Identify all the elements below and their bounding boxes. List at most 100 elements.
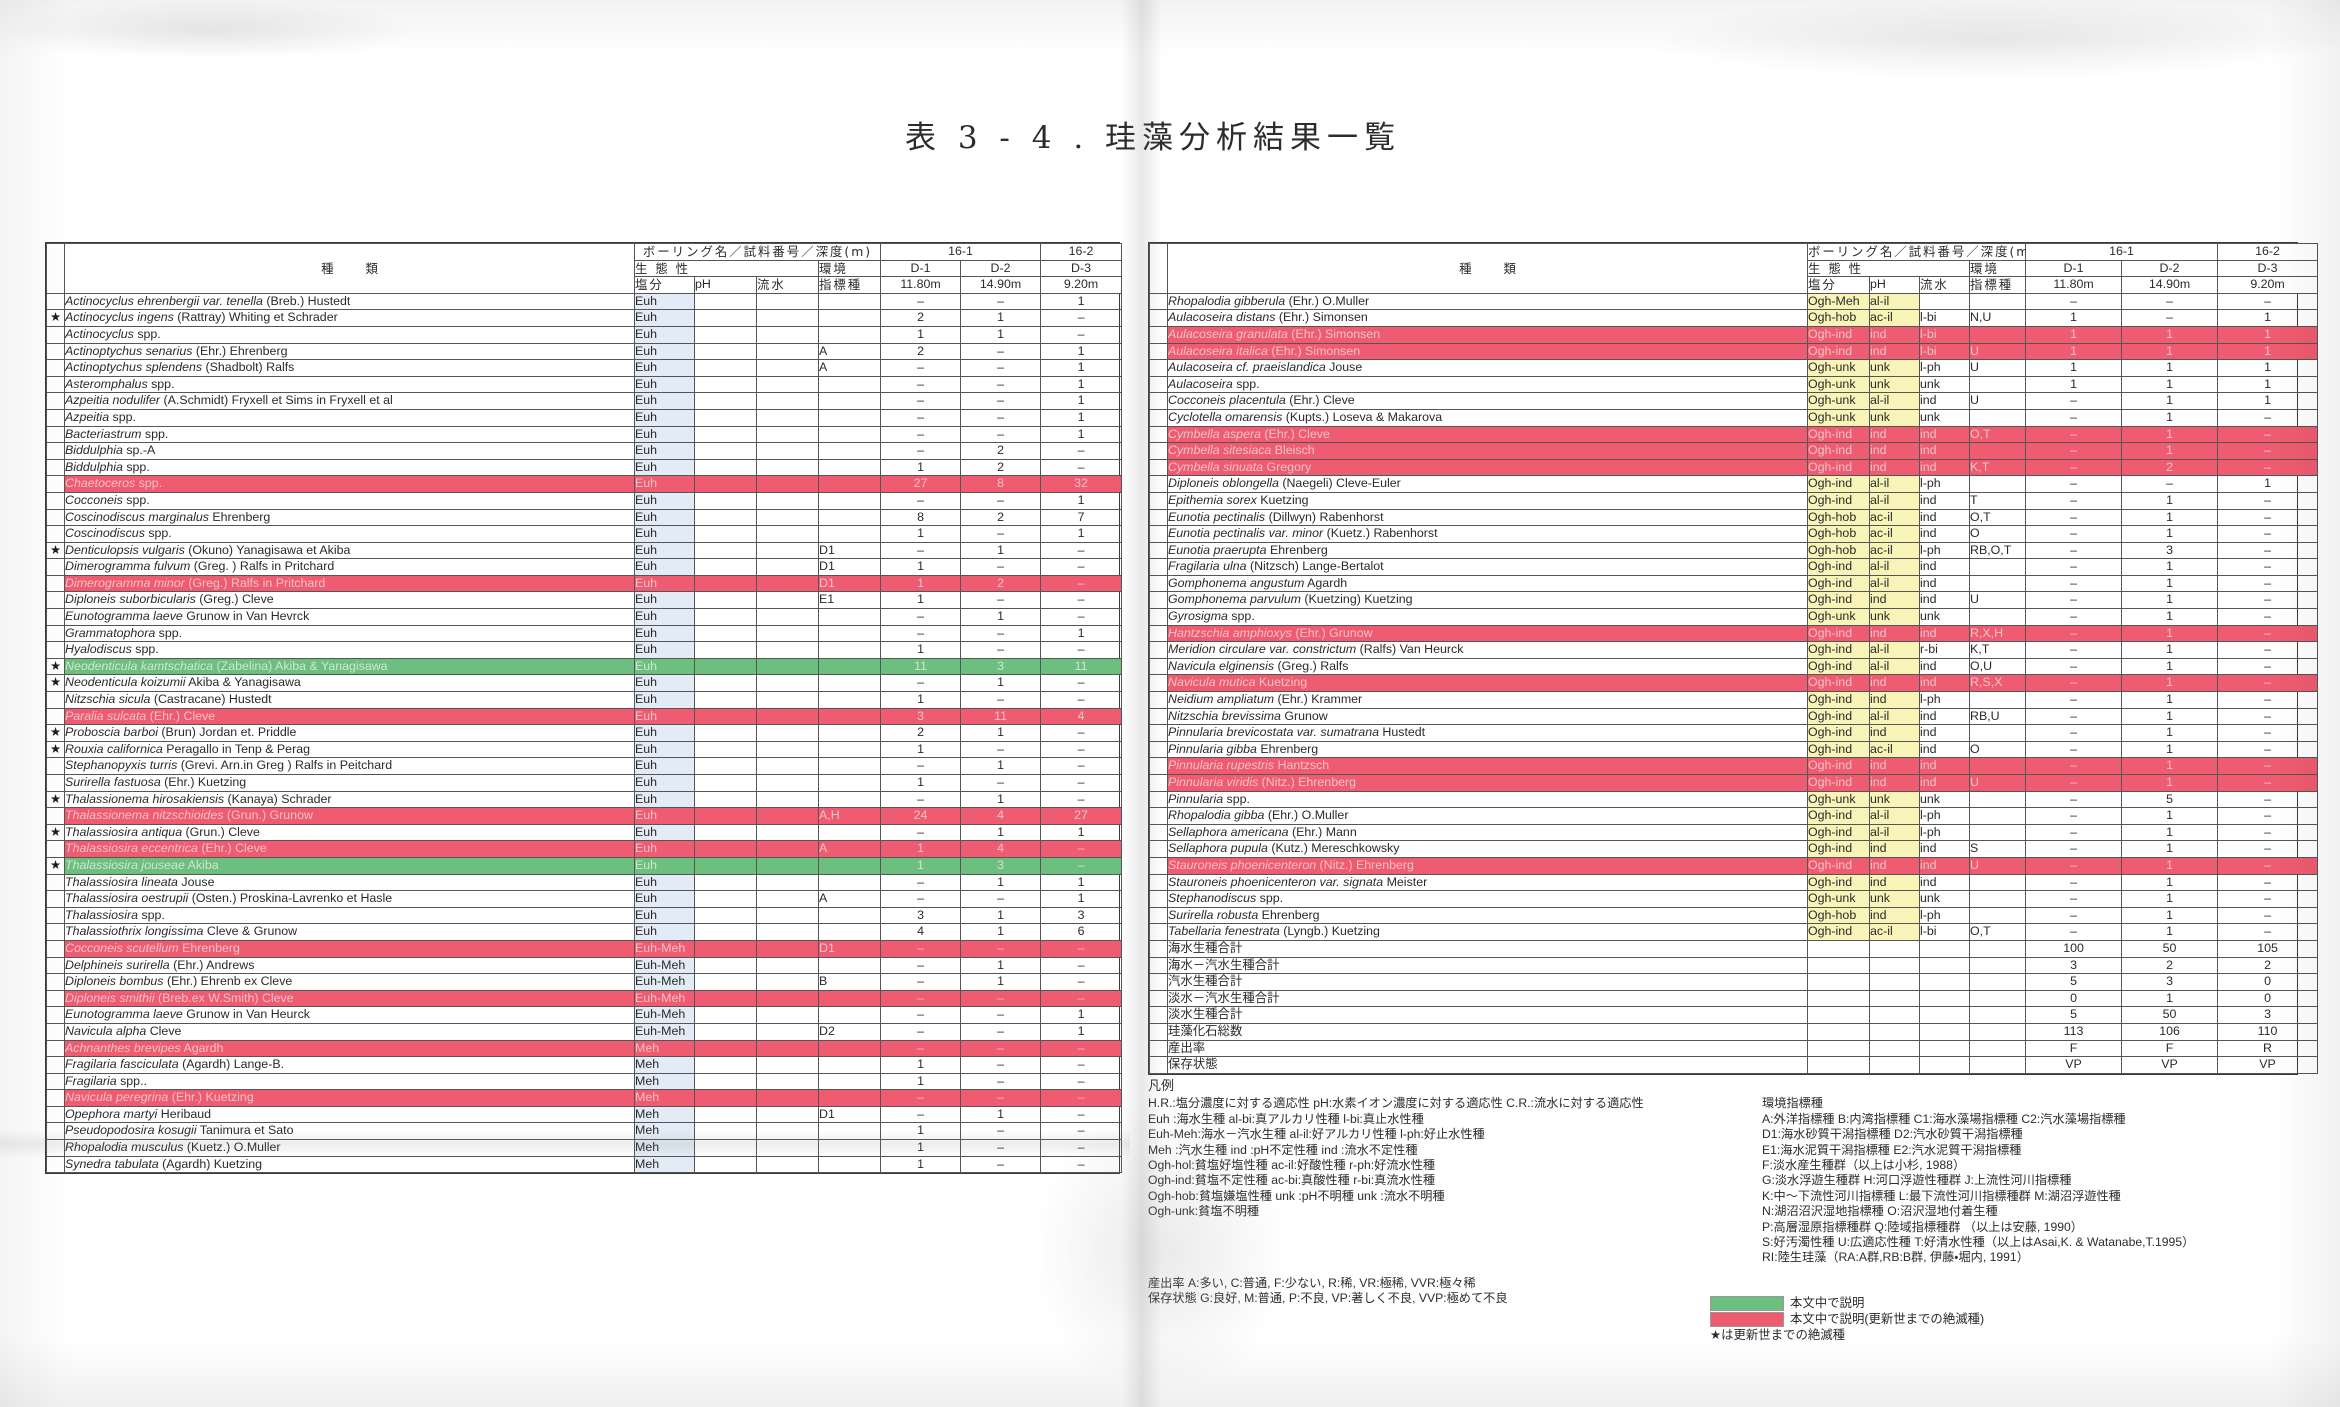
legend-environment-line: E1:海水泥質干潟指標種 E2:汽水泥質干潟指標種	[1762, 1142, 2022, 1157]
summary-blank	[1968, 973, 2027, 991]
salinity-cell: Euh	[634, 757, 695, 775]
count-cell: –	[880, 823, 962, 842]
table-row: ★ Denticulopsis vulgaris (Okuno) Yanagisa…	[46, 541, 1123, 560]
count-cell: –	[2217, 724, 2319, 742]
species-name-cell: Tabellaria fenestrata (Lyngb.) Kuetzing	[1167, 923, 1808, 941]
ph-cell	[694, 740, 757, 759]
ph-cell: unk	[1869, 359, 1920, 377]
table-row: Hyalodiscus spp. Euh 1– –	[46, 641, 1123, 659]
count-cell: –	[1040, 591, 1123, 610]
count-cell: –	[2217, 458, 2319, 477]
ph-cell	[694, 541, 757, 560]
count-cell: 1	[960, 724, 1042, 742]
flow-cell: l-ph	[1919, 823, 1970, 842]
left-diatom-table: 種 類 ボーリング名／試料番号／深度(m) 16-1 16-2 生 態 性 環境…	[45, 242, 1123, 1175]
legend-ecology-line: Ogh-hob:貧塩嫌塩性種 unk :pH不明種 unk :流水不明種	[1148, 1188, 1445, 1203]
salinity-cell: Euh	[634, 823, 695, 842]
count-cell: –	[880, 1105, 962, 1124]
extinct-star-marker	[1149, 309, 1168, 327]
table-row: Diploneis oblongella (Naegeli) Cleve-Eul…	[1149, 475, 2319, 493]
flow-cell	[756, 491, 819, 510]
ph-cell: ac-il	[1869, 309, 1920, 327]
count-cell: –	[1040, 309, 1123, 327]
count-cell: –	[880, 608, 962, 626]
species-name-cell: Gomphonema parvulum (Kuetzing) Kuetzing	[1167, 591, 1808, 610]
species-name-cell: Delphineis surirella (Ehr.) Andrews	[64, 956, 635, 975]
salinity-cell: Euh	[634, 608, 695, 626]
ph-cell	[694, 724, 757, 742]
species-name-cell: Rhopalodia gibberula (Ehr.) O.Muller	[1167, 292, 1808, 311]
salinity-cell: Ogh-unk	[1807, 359, 1870, 377]
count-cell: 1	[880, 525, 962, 543]
salinity-cell: Ogh-ind	[1807, 657, 1870, 676]
ph-cell	[694, 475, 757, 493]
ph-cell	[694, 375, 757, 394]
salinity-cell: Euh	[634, 425, 695, 444]
summary-blank	[1919, 973, 1970, 991]
count-cell: –	[960, 558, 1042, 576]
salinity-cell: Euh	[634, 707, 695, 726]
extinct-star-marker	[46, 890, 65, 908]
environment-indicator-cell	[817, 1089, 882, 1107]
flow-cell	[756, 1056, 819, 1074]
summary-value: 0	[2217, 973, 2319, 991]
summary-blank	[1807, 1006, 1870, 1024]
salinity-cell: Euh	[634, 740, 695, 759]
count-cell: 3	[1040, 906, 1123, 925]
ph-cell	[694, 1155, 757, 1174]
ph-cell: al-il	[1869, 807, 1920, 825]
flow-cell	[756, 823, 819, 842]
count-cell: 1	[2121, 574, 2219, 593]
table-row: Delphineis surirella (Ehr.) Andrews Euh-M…	[46, 956, 1123, 975]
count-cell: –	[2121, 309, 2219, 327]
count-cell: –	[2217, 292, 2319, 311]
salinity-cell: Euh-Meh	[634, 973, 695, 991]
summary-value: 0	[2025, 989, 2123, 1008]
summary-blank	[1919, 1056, 1970, 1074]
environment-indicator-cell: O,U	[1968, 657, 2027, 676]
count-cell: 1	[2121, 774, 2219, 792]
ph-cell	[694, 1139, 757, 1157]
flow-cell	[756, 807, 819, 825]
count-cell: –	[1040, 856, 1123, 875]
species-name-cell: Cocconeis spp.	[64, 491, 635, 510]
count-cell: 1	[2025, 375, 2123, 394]
extinct-star-marker	[1149, 442, 1168, 460]
count-cell: –	[2025, 624, 2123, 643]
count-cell: 11	[880, 657, 962, 676]
extinct-star-marker	[46, 956, 65, 975]
ph-cell: ind	[1869, 624, 1920, 643]
count-cell: –	[880, 873, 962, 892]
summary-label: 淡水－汽水生種合計	[1167, 989, 1808, 1008]
species-name-cell: Navicula peregrina (Ehr.) Kuetzing	[64, 1089, 635, 1107]
species-name-cell: Actinoptychus senarius (Ehr.) Ehrenberg	[64, 342, 635, 361]
count-cell: 1	[960, 790, 1042, 809]
table-row: Achnanthes brevipes Agardh Meh – – –	[46, 1039, 1123, 1058]
flow-cell	[756, 458, 819, 477]
count-cell: –	[1040, 691, 1123, 709]
flow-cell	[756, 757, 819, 775]
count-cell: –	[960, 740, 1042, 759]
salinity-cell: Ogh-ind	[1807, 342, 1870, 361]
summary-row: 海水生種合計 100 50 105	[1149, 939, 2319, 958]
salinity-cell: Euh	[634, 724, 695, 742]
count-cell: 5	[2121, 790, 2219, 809]
summary-blank	[1807, 1022, 1870, 1041]
environment-indicator-cell: U	[1968, 774, 2027, 792]
species-name-cell: Dimerogramma fulvum (Greg. ) Ralfs in Pr…	[64, 558, 635, 576]
count-cell: 2	[880, 724, 962, 742]
summary-blank	[1968, 956, 2027, 975]
header-sample-d1: D-1	[880, 259, 962, 278]
extinct-star-marker	[46, 807, 65, 825]
extinct-star-marker	[46, 375, 65, 394]
count-cell: 1	[880, 1139, 962, 1157]
flow-cell: l-ph	[1919, 807, 1970, 825]
count-cell: 1	[960, 923, 1042, 941]
extinct-star-marker	[46, 392, 65, 410]
salinity-cell: Euh	[634, 558, 695, 576]
count-cell: –	[2217, 525, 2319, 543]
count-cell: –	[2217, 823, 2319, 842]
environment-indicator-cell: O	[1968, 740, 2027, 759]
count-cell: 1	[880, 774, 962, 792]
count-cell: –	[880, 1089, 962, 1107]
